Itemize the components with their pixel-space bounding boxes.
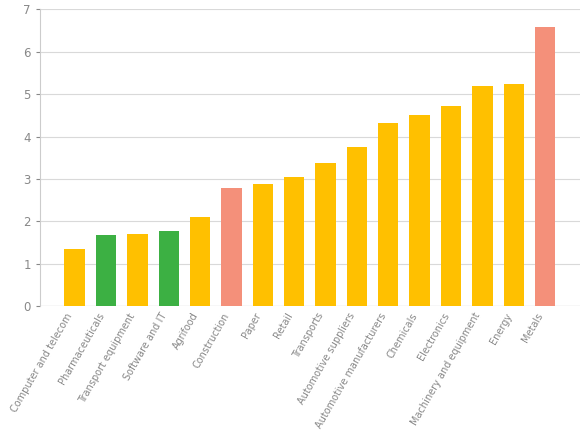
Bar [472, 85, 492, 306]
Bar [315, 163, 336, 306]
Bar [535, 27, 555, 306]
Bar [378, 122, 398, 306]
Bar [96, 235, 116, 306]
Bar [503, 84, 524, 306]
Bar [221, 188, 242, 306]
Bar [347, 147, 367, 306]
Bar [409, 115, 430, 306]
Bar [190, 217, 210, 306]
Bar [284, 177, 304, 306]
Bar [127, 234, 148, 306]
Bar [253, 184, 273, 306]
Bar [159, 231, 179, 306]
Bar [64, 249, 85, 306]
Bar [441, 106, 461, 306]
